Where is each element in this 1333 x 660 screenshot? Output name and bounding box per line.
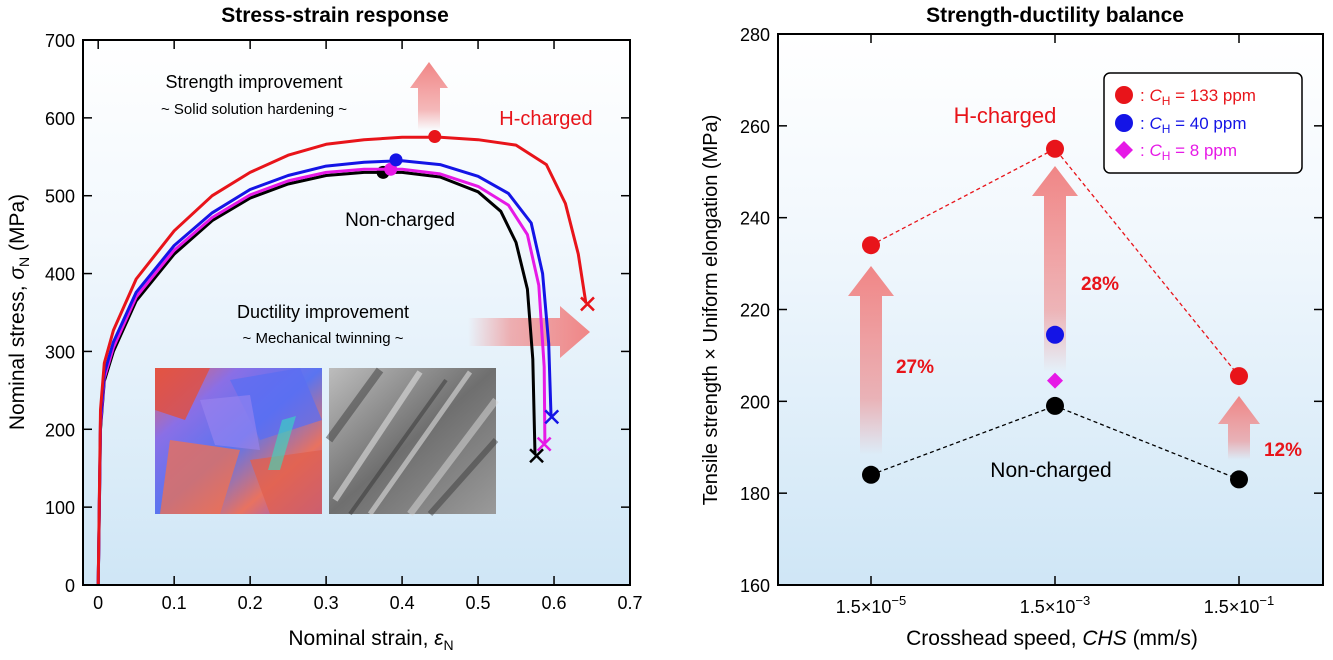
chart1-x-tick-label: 0.3 [314, 593, 339, 613]
chart1-strength-sub: ~ Solid solution hardening ~ [161, 101, 347, 118]
chart2-non-charged-label: Non-charged [990, 459, 1111, 482]
chart1-x-tick-label: 0.4 [390, 593, 415, 613]
chart1-y-tick-label: 300 [45, 342, 75, 362]
chart2-y-axis-label: Tensile strength × Uniform elongation (M… [700, 115, 722, 506]
strength-ductility-chart: Strength-ductility balance 160 180 200 220 2… [700, 4, 1324, 650]
chart1-y-tick-label: 700 [45, 31, 75, 51]
chart1-y-tick-label: 600 [45, 109, 75, 129]
legend-entry-40: : CH = 40 ppm [1140, 114, 1246, 136]
uts-point-h_charged [428, 130, 442, 144]
chart1-xlabel-text: Nominal strain, [288, 627, 434, 650]
chart1-x-tick-label: 0.1 [162, 593, 187, 613]
arrow-12-percent [1218, 396, 1260, 460]
chart2-x-tick-label: 1.5×10−5 [836, 593, 906, 617]
strength-arrow [410, 62, 448, 130]
point-h_charged [1046, 139, 1064, 158]
chart1-y-tick-label: 500 [45, 187, 75, 207]
label-27-percent: 27% [896, 357, 934, 378]
chart1-axis-ticks: 0 0.1 0.2 0.3 0.4 0.5 0.6 0.7 0 100 200 300 400 500 60… [45, 31, 643, 613]
chart1-ylabel-sub: N [16, 257, 32, 267]
chart1-non-charged-label: Non-charged [345, 210, 455, 231]
chart1-strength-title: Strength improvement [165, 72, 342, 92]
chart2-title: Strength-ductility balance [926, 4, 1184, 27]
arrow-27-percent [848, 266, 894, 455]
chart1-title: Stress-strain response [221, 4, 449, 27]
point-non_charged [1230, 470, 1248, 489]
chart1-x-tick-label: 0 [93, 593, 103, 613]
point-non_charged [862, 465, 880, 484]
legend-marker-8 [1115, 141, 1133, 159]
chart1-y-tick-label: 100 [45, 498, 75, 518]
fracture-mark-ch8 [536, 436, 552, 452]
point-ch40 [1046, 325, 1064, 344]
legend: : CH = 133 ppm : CH = 40 ppm : CH = 8 pp… [1103, 72, 1303, 174]
chart1-x-tick-label: 0.6 [542, 593, 567, 613]
chart2-axis-ticks: 160 180 200 220 240 260 280 1.5×10−5 1.5×10−3 1.5… [740, 25, 1323, 617]
dashed-line-h_charged [870, 147, 1240, 377]
chart2-h-charged-label: H-charged [954, 103, 1057, 128]
uts-point-ch40 [389, 153, 403, 167]
fracture-mark-non_charged [529, 448, 544, 464]
chart2-x-axis-label: Crosshead speed, CHS (mm/s) [906, 627, 1198, 650]
label-12-percent: 12% [1264, 440, 1302, 461]
curve-ch8 [96, 167, 547, 586]
chart1-x-tick-label: 0.2 [238, 593, 263, 613]
chart2-frame [777, 33, 1324, 586]
chart1-ylabel-unit: (MPa) [6, 194, 29, 257]
chart1-y-tick-label: 400 [45, 265, 75, 285]
chart1-h-charged-label: H-charged [499, 108, 592, 130]
chart1-frame [82, 39, 631, 586]
chart1-ductility-sub: ~ Mechanical twinning ~ [243, 330, 404, 347]
fracture-mark-ch40 [544, 409, 560, 425]
point-h_charged [1230, 367, 1248, 386]
chart2-y-tick-label: 220 [740, 301, 770, 321]
chart1-series [96, 130, 595, 586]
chart2-y-tick-label: 280 [740, 25, 770, 45]
label-28-percent: 28% [1081, 274, 1119, 295]
legend-entry-8: : CH = 8 ppm [1140, 141, 1237, 163]
chart2-series [862, 139, 1248, 489]
chart2-y-tick-label: 260 [740, 117, 770, 137]
chart1-ylabel-text: Nominal stress, [6, 280, 29, 431]
point-h_charged [862, 236, 880, 255]
chart1-xlabel-sub: N [444, 637, 454, 653]
chart1-xlabel-symbol: ε [434, 627, 444, 650]
chart2-y-tick-label: 240 [740, 209, 770, 229]
point-ch8 [1047, 372, 1063, 389]
chart2-x-tick-label: 1.5×10−1 [1204, 593, 1274, 617]
fracture-mark-h_charged [580, 296, 595, 312]
chart1-x-tick-label: 0.5 [466, 593, 491, 613]
chart1-ylabel-symbol: σ [6, 266, 29, 280]
curve-h_charged [96, 135, 588, 586]
chart2-y-tick-label: 180 [740, 484, 770, 504]
chart1-y-tick-label: 0 [65, 576, 75, 596]
arrow-28-percent [1032, 166, 1078, 372]
chart1-y-axis-label: Nominal stress, σN (MPa) [6, 194, 32, 430]
legend-entry-133: : CH = 133 ppm [1140, 86, 1256, 108]
chart1-x-tick-label: 0.7 [617, 593, 642, 613]
stress-strain-chart: Stress-strain response 0 0.1 0.2 0.3 0.4 0.5 0… [6, 4, 643, 653]
legend-marker-40 [1115, 114, 1133, 132]
chart2-x-tick-label: 1.5×10−3 [1020, 593, 1090, 617]
sem-inset [325, 367, 499, 517]
chart1-x-axis-label: Nominal strain, εN [288, 627, 453, 653]
curve-ch40 [96, 159, 553, 586]
chart2-y-tick-label: 160 [740, 576, 770, 596]
legend-box [1103, 72, 1303, 174]
legend-marker-133 [1115, 86, 1133, 104]
chart1-y-tick-label: 200 [45, 420, 75, 440]
point-non_charged [1046, 396, 1064, 415]
ebsd-inset [155, 368, 322, 514]
chart1-ductility-title: Ductility improvement [237, 302, 409, 322]
chart2-y-tick-label: 200 [740, 392, 770, 412]
ductility-arrow [468, 306, 590, 358]
